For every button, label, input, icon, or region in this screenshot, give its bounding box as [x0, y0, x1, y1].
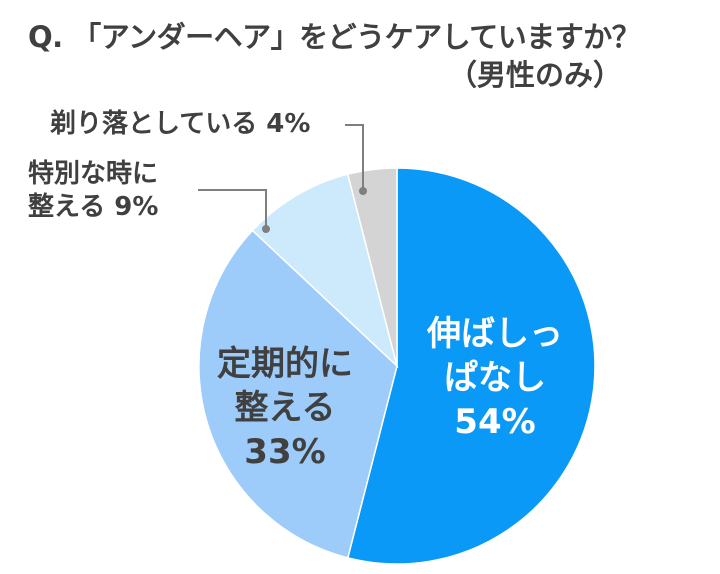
label-tokubetsu-line1: 特別な時に — [28, 159, 159, 189]
label-teiki-line2: 整える — [234, 388, 336, 428]
label-nobashi-line2: ぱなし — [444, 358, 546, 398]
slice-sori — [346, 167, 398, 367]
label-sori: 剃り落としている 4% — [50, 108, 310, 141]
slice-tokubetsu — [251, 173, 399, 369]
label-teiki-value: 33% — [244, 432, 326, 472]
chart-subtitle: （男性のみ） — [448, 58, 623, 92]
chart-title: Q. 「アンダーヘア」をどうケアしていますか？ — [28, 20, 641, 54]
label-nobashi-value: 54% — [454, 402, 536, 442]
slice-nobashi — [346, 167, 596, 565]
label-nobashi: 伸ばしっ ぱなし 54% — [420, 312, 570, 444]
label-sori-text: 剃り落としている 4% — [50, 109, 311, 139]
label-teiki: 定期的に 整える 33% — [210, 342, 360, 474]
slice-teiki — [198, 229, 398, 559]
leader-line-tokubetsu — [198, 189, 270, 233]
label-nobashi-line1: 伸ばしっ — [427, 314, 563, 354]
label-teiki-line1: 定期的に — [217, 344, 353, 384]
label-tokubetsu: 特別な時に 整える 9% — [28, 158, 158, 224]
leader-line-sori — [345, 124, 367, 195]
label-tokubetsu-line2: 整える 9% — [28, 192, 159, 222]
